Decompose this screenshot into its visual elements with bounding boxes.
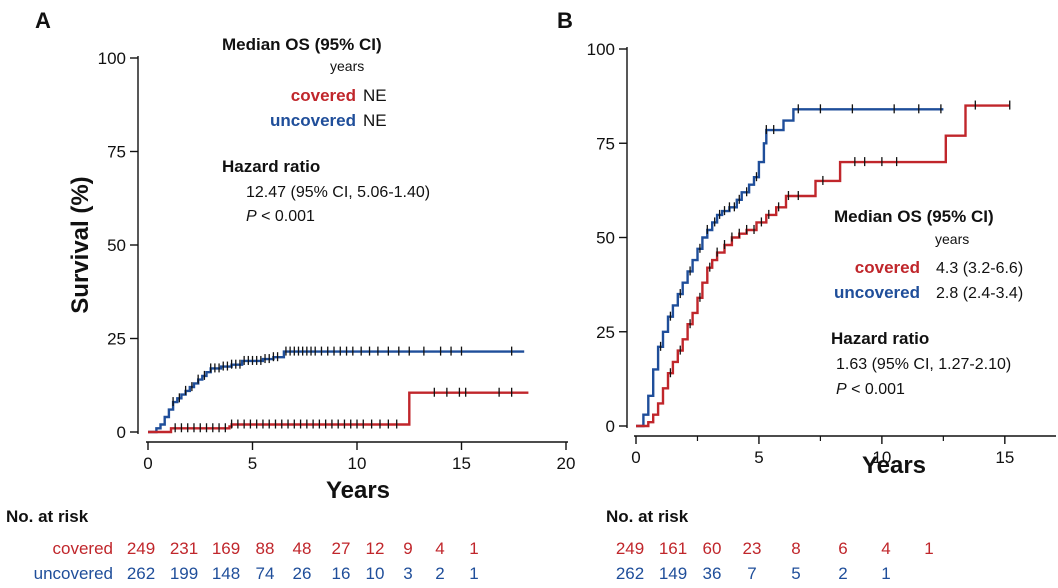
y-tick-label-a: 0 bbox=[117, 423, 126, 442]
median-units-b: years bbox=[935, 231, 969, 247]
risk-value-covered-a: 231 bbox=[170, 539, 198, 558]
risk-value-uncovered-a: 3 bbox=[403, 564, 412, 583]
y-tick-label-a: 100 bbox=[98, 49, 126, 68]
risk-value-uncovered-b: 2 bbox=[838, 564, 847, 583]
risk-value-uncovered-a: 2 bbox=[435, 564, 444, 583]
median-title-b: Median OS (95% CI) bbox=[834, 207, 994, 226]
series-line-covered-a bbox=[148, 391, 529, 434]
p-value-a: P < 0.001 bbox=[246, 208, 315, 225]
series-line-covered-b bbox=[636, 104, 1010, 428]
risk-value-uncovered-a: 1 bbox=[469, 564, 478, 583]
y-tick-label-a: 75 bbox=[107, 143, 126, 162]
risk-table-a: No. at risk covered 249 231 169 88 48 27 12 9 4 1u… bbox=[6, 507, 479, 583]
risk-value-uncovered-b: 1 bbox=[881, 564, 890, 583]
hr-title-b: Hazard ratio bbox=[831, 329, 929, 348]
median-title-a: Median OS (95% CI) bbox=[222, 35, 382, 54]
median-label-uncovered-b: uncovered bbox=[834, 283, 920, 302]
risk-value-covered-b: 8 bbox=[791, 539, 800, 558]
x-tick-label-a: 0 bbox=[143, 454, 152, 473]
risk-value-uncovered-b: 262 bbox=[616, 564, 644, 583]
risk-value-uncovered-a: 26 bbox=[293, 564, 312, 583]
risk-value-covered-b: 1 bbox=[924, 539, 933, 558]
risk-value-uncovered-a: 16 bbox=[332, 564, 351, 583]
p-label-b: P bbox=[836, 381, 847, 398]
risk-row-label-a: uncovered bbox=[34, 564, 113, 583]
median-label-covered-a: covered bbox=[291, 86, 356, 105]
x-axis-label-b: Years bbox=[862, 452, 926, 479]
risk-value-uncovered-b: 7 bbox=[747, 564, 756, 583]
plot-b: 0 5 10 15 0 25 50 75 100 Years bbox=[587, 40, 1056, 479]
p-text-b: < 0.001 bbox=[847, 381, 905, 398]
panel-label-b: B bbox=[557, 8, 573, 33]
median-label-covered-b: covered bbox=[855, 258, 920, 277]
risk-value-uncovered-a: 74 bbox=[256, 564, 275, 583]
risk-value-covered-b: 60 bbox=[703, 539, 722, 558]
risk-value-covered-b: 23 bbox=[743, 539, 762, 558]
y-tick-label-b: 0 bbox=[606, 417, 615, 436]
x-tick-label-a: 15 bbox=[452, 454, 471, 473]
risk-value-covered-b: 161 bbox=[659, 539, 687, 558]
risk-value-covered-b: 4 bbox=[881, 539, 890, 558]
risk-value-covered-a: 169 bbox=[212, 539, 240, 558]
risk-value-uncovered-a: 10 bbox=[366, 564, 385, 583]
p-value-b: P < 0.001 bbox=[836, 381, 905, 398]
annotation-a: Median OS (95% CI) years covered NE unco… bbox=[222, 35, 430, 225]
risk-title-b: No. at risk bbox=[606, 507, 689, 526]
x-tick-label-b: 10 bbox=[872, 448, 891, 467]
risk-value-uncovered-a: 148 bbox=[212, 564, 240, 583]
median-value-uncovered-a: NE bbox=[363, 111, 387, 130]
x-axis-label-a: Years bbox=[326, 477, 390, 504]
risk-value-uncovered-b: 149 bbox=[659, 564, 687, 583]
risk-value-covered-a: 12 bbox=[366, 539, 385, 558]
risk-title-a: No. at risk bbox=[6, 507, 89, 526]
y-tick-label-a: 50 bbox=[107, 236, 126, 255]
x-tick-label-a: 20 bbox=[557, 454, 576, 473]
median-value-uncovered-b: 2.8 (2.4-3.4) bbox=[936, 285, 1023, 302]
risk-value-covered-a: 1 bbox=[469, 539, 478, 558]
x-tick-label-b: 15 bbox=[995, 448, 1014, 467]
risk-value-covered-b: 6 bbox=[838, 539, 847, 558]
hr-value-b: 1.63 (95% CI, 1.27-2.10) bbox=[836, 356, 1011, 373]
median-value-covered-b: 4.3 (3.2-6.6) bbox=[936, 260, 1023, 277]
plot-a: 0 5 10 15 20 0 25 50 75 100 Years Survival (%) bbox=[67, 49, 575, 504]
risk-value-uncovered-a: 262 bbox=[127, 564, 155, 583]
hr-title-a: Hazard ratio bbox=[222, 157, 320, 176]
median-units-a: years bbox=[330, 58, 364, 74]
risk-value-uncovered-b: 36 bbox=[703, 564, 722, 583]
risk-value-covered-a: 27 bbox=[332, 539, 351, 558]
p-text-a: < 0.001 bbox=[257, 208, 315, 225]
risk-table-b: No. at risk 249 161 60 23 8 6 4 1 262 149 36 7 5 2 1 bbox=[606, 507, 934, 583]
risk-value-covered-a: 9 bbox=[403, 539, 412, 558]
median-label-uncovered-a: uncovered bbox=[270, 111, 356, 130]
risk-value-covered-a: 249 bbox=[127, 539, 155, 558]
series-line-uncovered-a bbox=[148, 350, 525, 434]
hr-value-a: 12.47 (95% CI, 5.06-1.40) bbox=[246, 184, 430, 201]
y-tick-label-b: 50 bbox=[596, 229, 615, 248]
risk-row-label-a: covered bbox=[53, 539, 113, 558]
risk-value-covered-b: 249 bbox=[616, 539, 644, 558]
risk-value-covered-a: 48 bbox=[293, 539, 312, 558]
x-tick-label-a: 5 bbox=[248, 454, 257, 473]
y-tick-label-a: 25 bbox=[107, 330, 126, 349]
y-tick-label-b: 75 bbox=[596, 134, 615, 153]
y-tick-label-b: 25 bbox=[596, 323, 615, 342]
x-tick-label-b: 5 bbox=[754, 448, 763, 467]
risk-value-covered-a: 88 bbox=[256, 539, 275, 558]
y-axis-label-a: Survival (%) bbox=[67, 176, 94, 313]
x-tick-label-a: 10 bbox=[348, 454, 367, 473]
p-label-a: P bbox=[246, 208, 257, 225]
y-tick-label-b: 100 bbox=[587, 40, 615, 59]
risk-value-covered-a: 4 bbox=[435, 539, 444, 558]
annotation-b: Median OS (95% CI) years covered 4.3 (3.… bbox=[831, 207, 1023, 398]
x-tick-label-b: 0 bbox=[631, 448, 640, 467]
median-value-covered-a: NE bbox=[363, 86, 387, 105]
risk-value-uncovered-b: 5 bbox=[791, 564, 800, 583]
panel-label-a: A bbox=[35, 8, 51, 33]
risk-value-uncovered-a: 199 bbox=[170, 564, 198, 583]
